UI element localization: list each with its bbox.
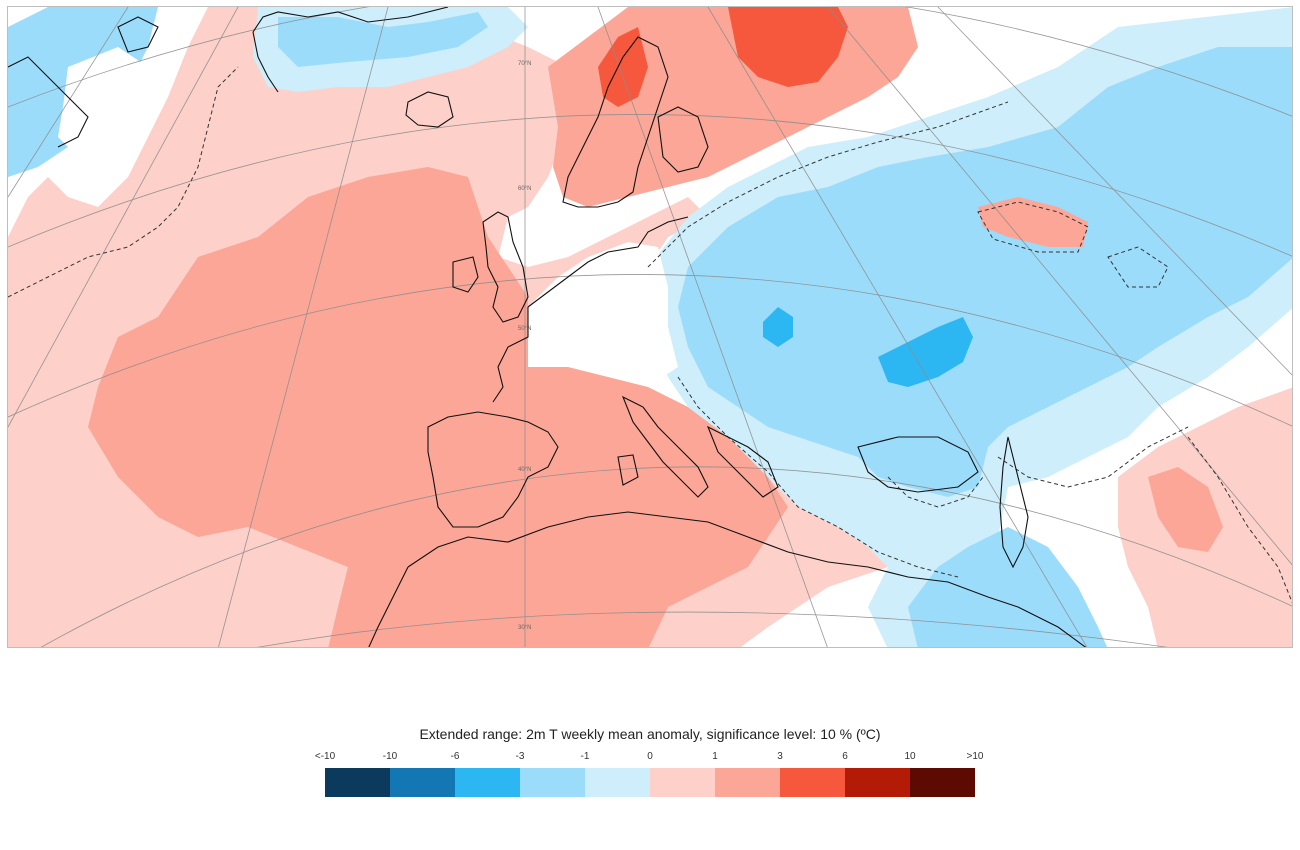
legend-tick: <-10 [314,751,336,762]
anomaly-region-kazakh-warm [978,197,1088,247]
colorbar-swatch [325,768,390,797]
anomaly-region-east-europe-cool-core [678,47,1292,497]
colorbar-swatch [520,768,585,797]
map-svg: 70°N 60°N 50°N 40°N 30°N [8,7,1292,647]
colorbar-swatch [845,768,910,797]
legend-tick: -3 [515,751,525,762]
anomaly-region-russia-hot [728,7,848,87]
anomaly-region-atlantic-warm [88,167,788,647]
anomaly-region-mideast-warm-core [1148,467,1223,552]
legend-tick: 10 [904,751,916,762]
colorbar-swatch [780,768,845,797]
lat-label-50: 50°N [518,326,531,332]
colorbar [325,768,975,797]
anomaly-region-greenland-cool-core [278,12,488,67]
anomaly-map: 70°N 60°N 50°N 40°N 30°N [7,6,1293,648]
legend-ticks: <-10 -10 -6 -3 -1 0 1 3 6 10 >10 [315,751,984,765]
lat-label-70: 70°N [518,61,531,67]
legend-tick: -10 [382,751,398,762]
colorbar-swatch [650,768,715,797]
graticule [8,7,1292,647]
lat-label-60: 60°N [518,186,531,192]
legend-title: Extended range: 2m T weekly mean anomaly… [419,726,881,742]
legend-tick: 0 [647,751,653,762]
legend-tick: -1 [580,751,590,762]
anomaly-region-turkey-cool [908,527,1108,647]
colorbar-swatch [910,768,975,797]
colorbar-swatch [715,768,780,797]
legend-tick: 3 [777,751,783,762]
colorbar-swatch [585,768,650,797]
colorbar-swatch [390,768,455,797]
legend-tick: -6 [450,751,460,762]
coastlines [8,7,1087,647]
anomaly-region-canada-white [58,47,148,157]
legend-tick: 1 [712,751,718,762]
significance-contours [8,66,1292,604]
anomaly-region-ukraine-colder [878,317,973,387]
anomaly-region-scandinavia-hot [598,27,648,107]
colorbar-swatch [455,768,520,797]
anomaly-region-poland-colder [763,307,793,347]
legend-tick: >10 [966,751,984,762]
lat-label-40: 40°N [518,467,531,473]
lat-label-30: 30°N [518,625,531,631]
legend-tick: 6 [842,751,848,762]
